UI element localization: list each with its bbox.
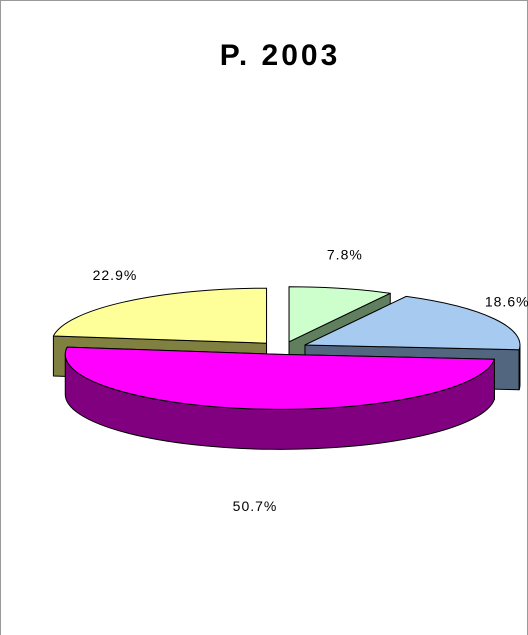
slice xyxy=(288,286,391,343)
slice-side xyxy=(518,344,521,391)
chart-title: P. 2003 xyxy=(220,39,341,72)
data-label: 18.6% xyxy=(485,293,528,309)
slice xyxy=(304,295,521,351)
slice xyxy=(52,287,268,344)
slice xyxy=(64,346,495,410)
data-label: 7.8% xyxy=(327,247,363,263)
data-label: 50.7% xyxy=(233,498,278,514)
data-label: 22.9% xyxy=(93,267,138,283)
